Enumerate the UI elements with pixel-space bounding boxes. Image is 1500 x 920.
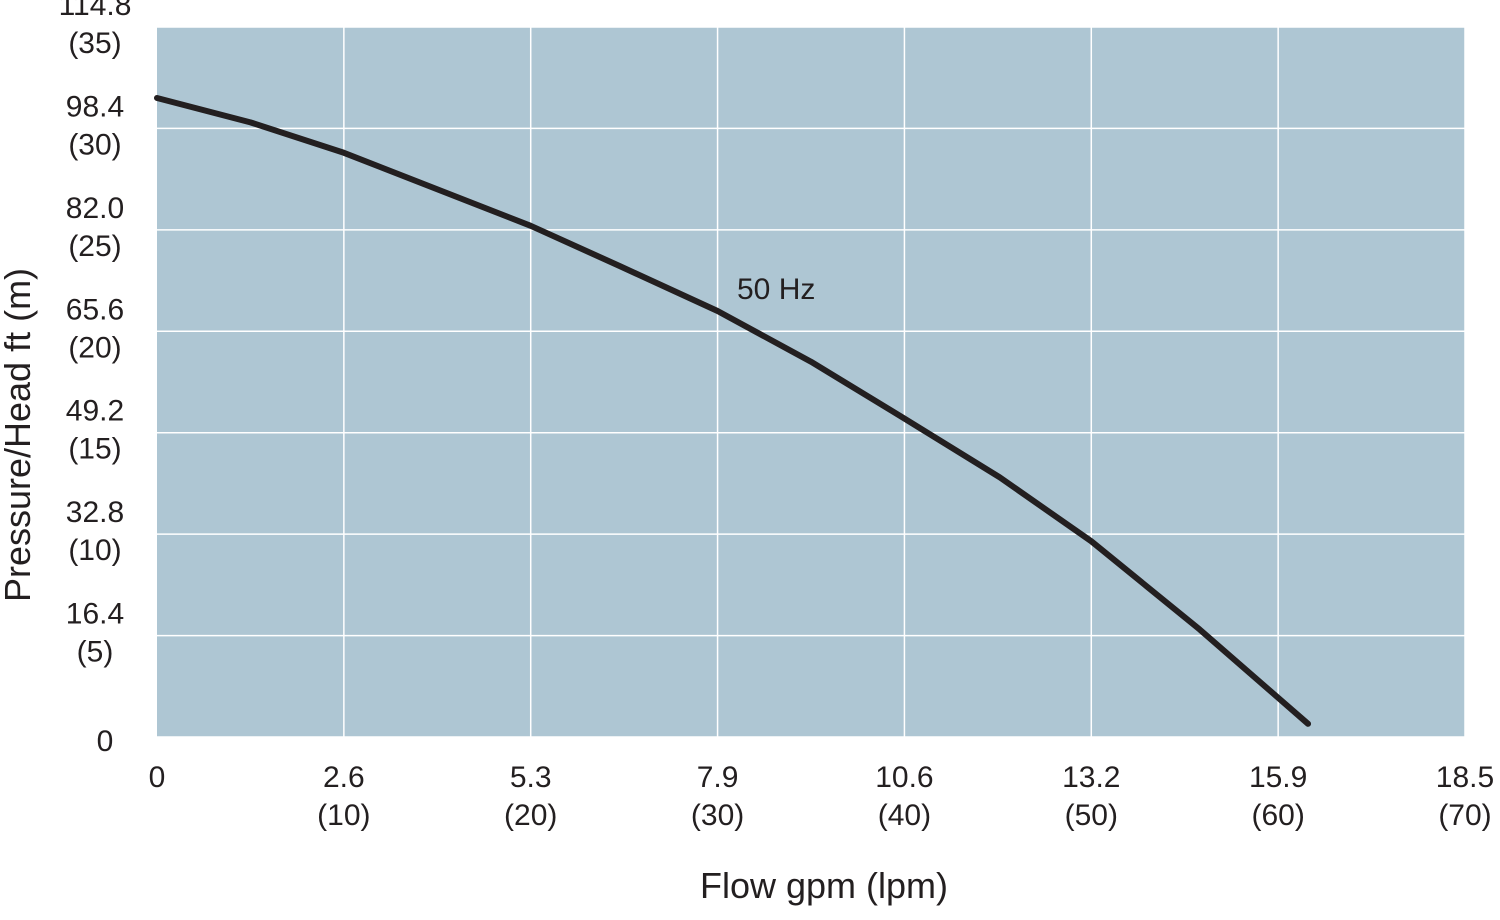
line-series	[154, 95, 1312, 727]
x-tick-label: 5.3 (20)	[504, 761, 557, 832]
annotation: 50 Hz	[737, 273, 815, 306]
y-tick-label: 98.4 (30)	[66, 90, 124, 161]
y-tick-label: 49.2 (15)	[66, 395, 124, 466]
x-tick-label: 7.9 (30)	[691, 761, 744, 832]
y-tick-label: 82.0 (25)	[66, 192, 124, 263]
x-tick-label: 18.5 (70)	[1436, 761, 1494, 832]
x-tick-label: 15.9 (60)	[1249, 761, 1307, 832]
x-axis-title: Flow gpm (lpm)	[700, 865, 948, 906]
y-tick-label: 16.4 (5)	[66, 598, 124, 669]
y-tick-label: 0	[97, 725, 114, 758]
x-tick-label: 13.2 (50)	[1062, 761, 1120, 832]
y-tick-label: 114.8 (35)	[59, 0, 132, 60]
y-tick-label: 32.8 (10)	[66, 496, 124, 567]
plot-area	[157, 27, 1465, 737]
x-tick-label: 2.6 (10)	[317, 761, 370, 832]
y-axis-title: Pressure/Head ft (m)	[0, 268, 38, 602]
x-tick-label: 10.6 (40)	[875, 761, 933, 832]
x-tick-label: 0	[149, 761, 166, 794]
y-tick-label: 65.6 (20)	[66, 293, 124, 364]
